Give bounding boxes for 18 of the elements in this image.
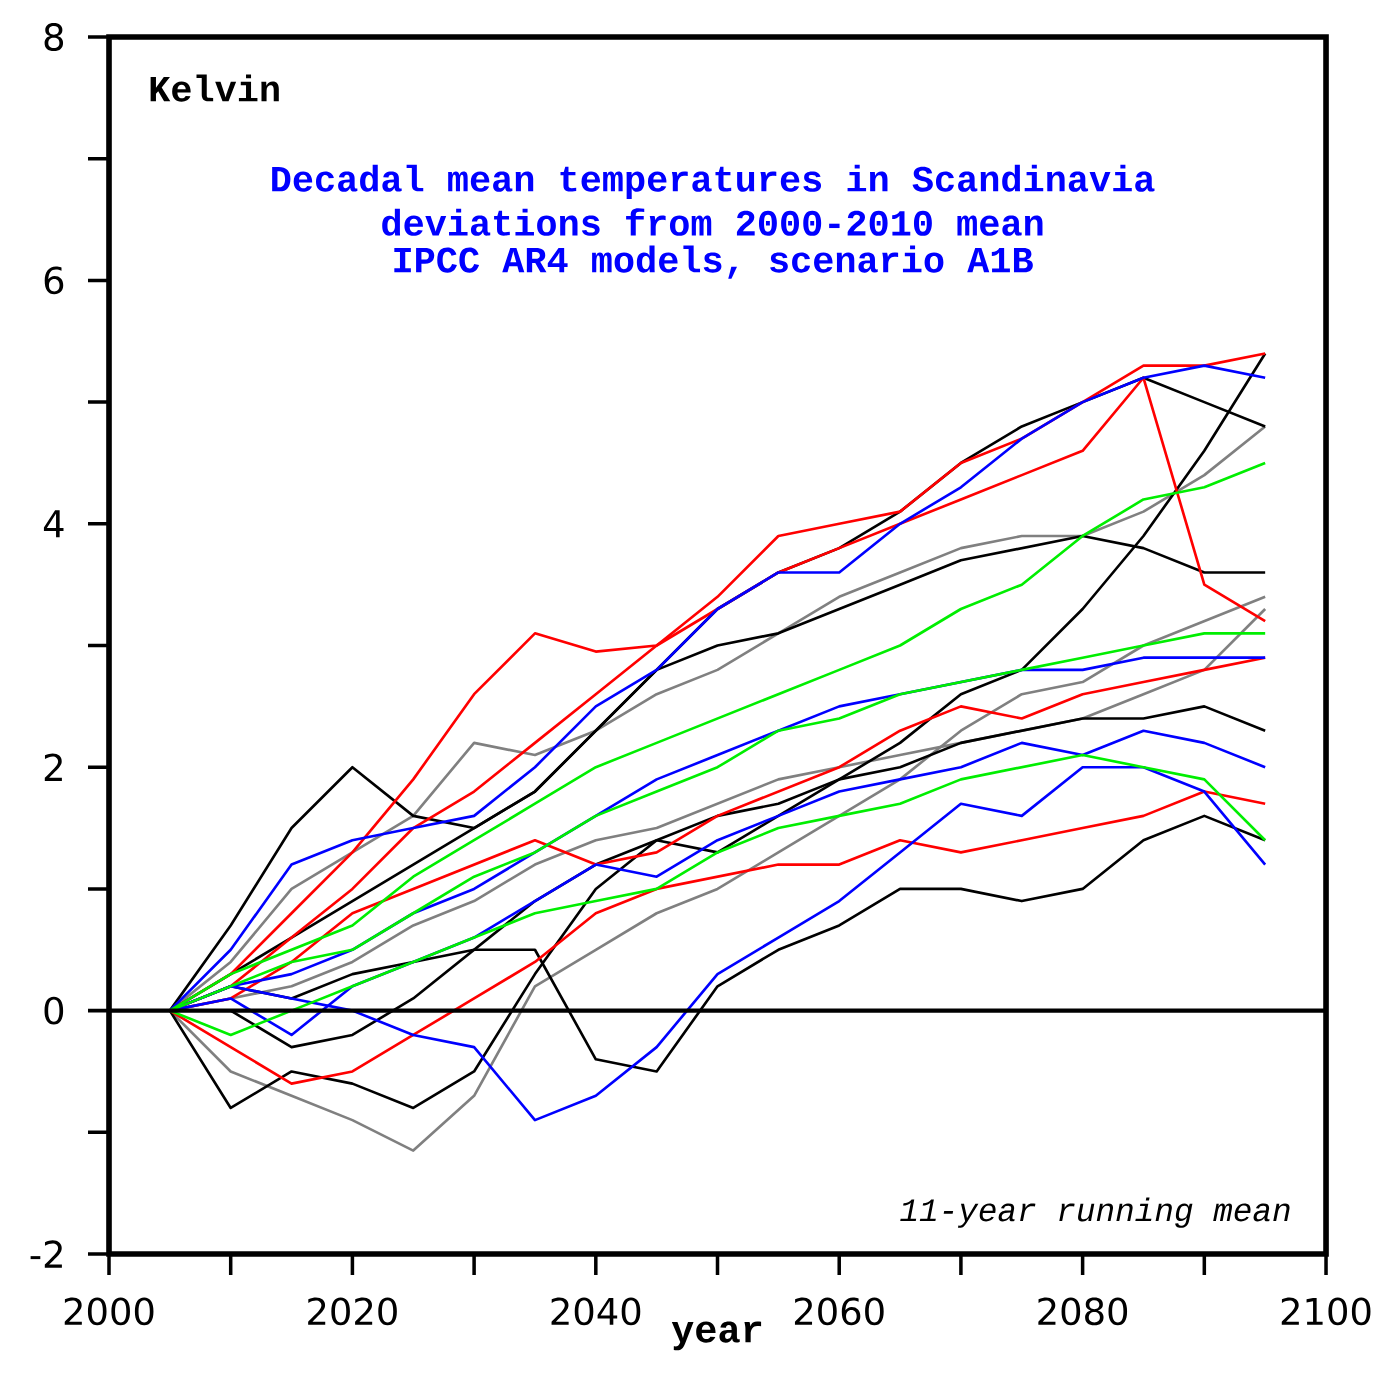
x-tick-label: 2020 <box>308 1297 397 1326</box>
x-axis-title: year <box>671 1321 762 1351</box>
text: Decadal mean temperatures in Scandinavia <box>272 164 1155 200</box>
x-tick-label: 2100 <box>1281 1297 1371 1326</box>
annotation: IPCC AR4 models, scenario A1B <box>394 245 1033 279</box>
y-axis-title: Kelvin <box>150 74 279 102</box>
y-tick-label: 6 <box>44 266 64 295</box>
y-tick-label: 8 <box>44 23 64 51</box>
y-tick-label: -2 <box>30 1240 62 1268</box>
y-tick-label: 4 <box>43 510 64 538</box>
x-tick-label: 2080 <box>1038 1297 1128 1326</box>
x-tick-label: 2000 <box>64 1297 154 1326</box>
x-tick-label: 2040 <box>551 1297 641 1326</box>
text: deviations from 2000-2010 mean <box>382 208 1043 236</box>
y-tick-label: 0 <box>44 996 64 1025</box>
y-tick-label: 2 <box>44 753 62 781</box>
x-tick-label: 2060 <box>794 1297 884 1326</box>
annotation: 11-year running mean <box>900 1197 1290 1228</box>
